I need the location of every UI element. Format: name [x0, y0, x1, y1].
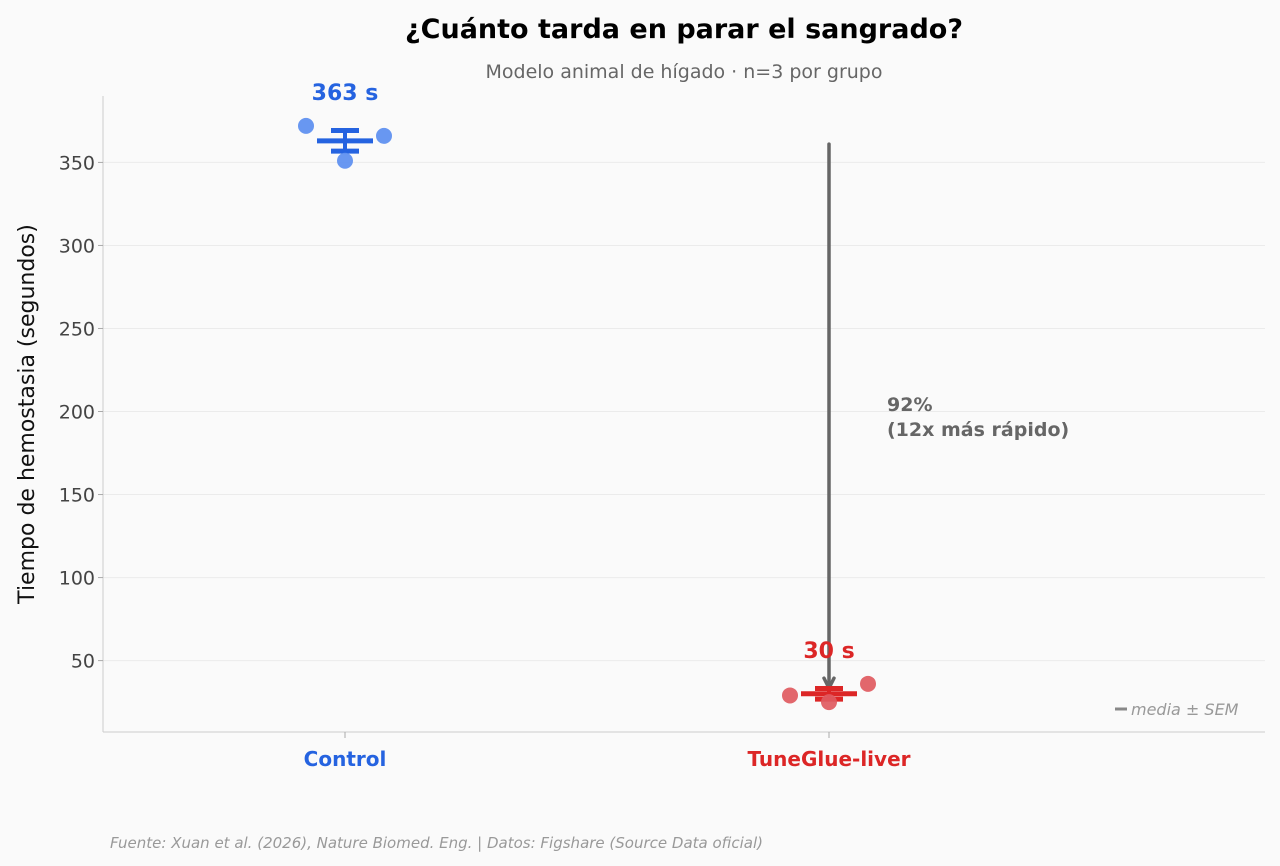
- y-tick-label: 300: [59, 235, 95, 257]
- annotation-line1: 92%: [887, 394, 932, 416]
- annotation-line2: (12x más rápido): [887, 419, 1069, 441]
- data-point: [821, 694, 837, 711]
- x-tick-label: TuneGlue-liver: [747, 747, 910, 771]
- y-ticks: 50 100 150 200 250 300 350: [59, 152, 103, 673]
- series-tuneglue-liver: 30 s: [782, 639, 876, 711]
- y-tick-label: 200: [59, 402, 95, 424]
- data-point: [782, 687, 798, 704]
- annotation: 92% (12x más rápido): [822, 142, 1069, 690]
- y-tick-label: 250: [59, 318, 95, 340]
- y-tick-label: 350: [59, 152, 95, 174]
- grid: [103, 161, 1265, 662]
- mean-label: 30 s: [803, 639, 854, 664]
- x-ticks: Control TuneGlue-liver: [304, 732, 911, 771]
- legend: media ± SEM: [1115, 700, 1239, 719]
- x-tick-label: Control: [304, 747, 387, 771]
- data-point: [298, 117, 314, 134]
- mean-label: 363 s: [312, 81, 379, 106]
- data-point: [860, 675, 876, 692]
- legend-label: media ± SEM: [1131, 700, 1239, 719]
- chart-title: ¿Cuánto tarda en parar el sangrado?: [405, 14, 963, 45]
- series-layer: 363 s 30 s: [298, 81, 876, 711]
- y-tick-label: 50: [71, 651, 95, 673]
- data-point: [376, 127, 392, 144]
- series-control: 363 s: [298, 81, 392, 169]
- footer-source: Fuente: Xuan et al. (2026), Nature Biome…: [110, 834, 763, 852]
- chart-subtitle: Modelo animal de hígado · n=3 por grupo: [486, 61, 883, 83]
- y-tick-label: 150: [59, 485, 95, 507]
- data-point: [337, 152, 353, 169]
- y-axis-label: Tiempo de hemostasia (segundos): [15, 224, 40, 605]
- y-tick-label: 100: [59, 568, 95, 590]
